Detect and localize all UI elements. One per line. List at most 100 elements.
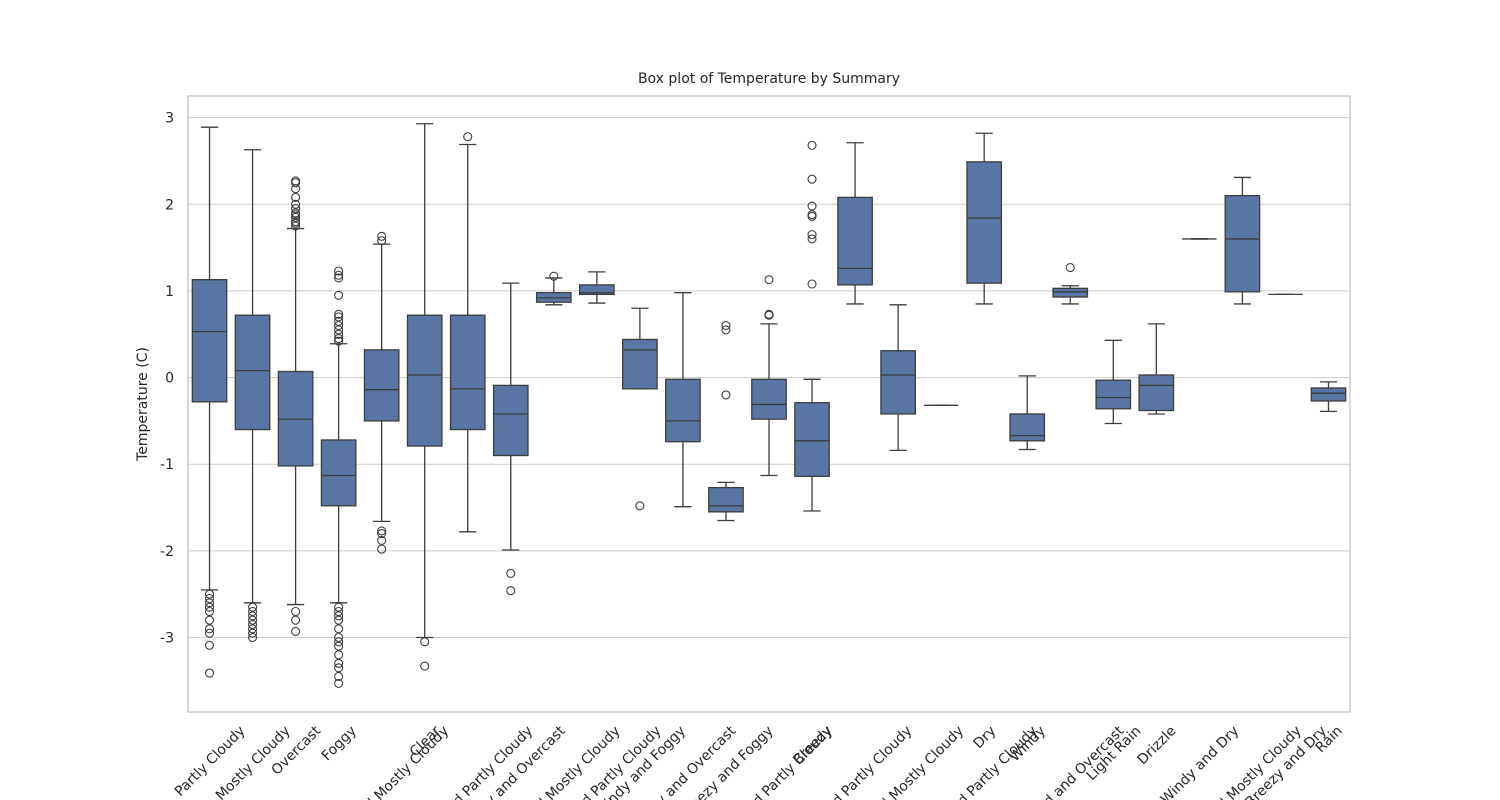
outlier <box>291 615 301 625</box>
outlier <box>334 624 344 634</box>
outlier <box>635 501 645 511</box>
outlier <box>377 231 387 241</box>
y-tick-label: -2 <box>160 544 174 560</box>
box <box>622 338 658 390</box>
outlier <box>204 602 215 612</box>
chart-title: Box plot of Temperature by Summary <box>638 71 900 87</box>
box <box>578 284 615 296</box>
outlier <box>334 615 344 625</box>
outlier <box>291 208 301 218</box>
outlier <box>248 624 258 634</box>
outlier <box>807 211 817 221</box>
outlier <box>204 624 215 634</box>
outlier <box>334 273 344 283</box>
outlier <box>291 212 301 222</box>
outlier <box>377 526 387 536</box>
outlier <box>334 270 344 280</box>
outlier <box>291 176 301 186</box>
outlier <box>248 606 258 617</box>
outlier <box>721 325 731 335</box>
outlier <box>377 528 387 539</box>
outlier <box>248 619 258 630</box>
box <box>1095 379 1132 410</box>
outlier <box>204 640 215 650</box>
outlier <box>807 230 817 240</box>
box <box>708 486 744 513</box>
box <box>492 384 529 457</box>
box <box>837 196 873 286</box>
outlier <box>204 606 215 617</box>
outlier <box>204 615 215 625</box>
outlier <box>248 632 258 643</box>
outlier <box>334 641 344 651</box>
outlier <box>334 316 344 326</box>
outlier <box>1065 262 1075 273</box>
box <box>1052 287 1089 298</box>
box <box>665 378 701 443</box>
outlier <box>506 568 516 578</box>
outlier <box>248 628 258 638</box>
outlier <box>204 668 215 678</box>
outlier <box>334 309 344 319</box>
outlier <box>549 271 559 281</box>
y-tick-label: -1 <box>160 457 174 473</box>
y-tick-label: 0 <box>165 371 174 387</box>
outlier <box>334 632 344 643</box>
box <box>363 349 400 422</box>
outlier <box>334 650 344 660</box>
box <box>966 161 1003 284</box>
outlier <box>334 658 344 669</box>
box <box>191 279 228 403</box>
box <box>1009 413 1046 442</box>
outlier <box>291 606 301 617</box>
outlier <box>764 275 774 285</box>
outlier <box>334 606 344 617</box>
outlier <box>377 535 387 546</box>
y-tick-label: -3 <box>160 630 174 646</box>
box <box>1138 374 1175 412</box>
outlier <box>807 174 817 184</box>
outlier <box>291 626 301 636</box>
plot-frame <box>187 95 1351 713</box>
outlier <box>334 266 344 276</box>
outlier <box>334 602 344 612</box>
box <box>320 439 357 507</box>
outlier <box>334 334 344 344</box>
y-tick-label: 2 <box>165 197 174 213</box>
y-tick-label: 3 <box>165 111 174 127</box>
outlier <box>807 279 817 289</box>
outlier <box>334 671 344 682</box>
outlier <box>291 199 301 209</box>
outlier <box>291 192 301 202</box>
box <box>751 378 787 420</box>
outlier <box>248 602 258 612</box>
outlier <box>420 661 430 671</box>
outlier <box>291 204 301 214</box>
y-tick-label: 1 <box>165 284 174 300</box>
outlier <box>334 611 344 621</box>
outlier <box>334 312 344 322</box>
box <box>234 314 271 431</box>
outlier <box>291 217 301 227</box>
box <box>406 314 443 447</box>
outlier <box>377 236 387 246</box>
y-axis-label: Temperature (C) <box>135 347 151 462</box>
box <box>1224 194 1261 293</box>
outlier <box>334 325 344 335</box>
outlier <box>721 321 731 331</box>
outlier <box>204 593 215 604</box>
outlier <box>764 309 774 319</box>
outlier <box>334 321 344 331</box>
box <box>880 350 916 415</box>
box <box>449 314 486 431</box>
outlier <box>506 586 516 596</box>
outlier <box>807 201 817 211</box>
outlier <box>807 234 817 244</box>
outlier <box>334 637 344 647</box>
outlier <box>807 140 817 150</box>
outlier <box>463 132 473 142</box>
outlier <box>204 598 215 608</box>
box <box>1310 387 1347 402</box>
outlier <box>204 628 215 638</box>
